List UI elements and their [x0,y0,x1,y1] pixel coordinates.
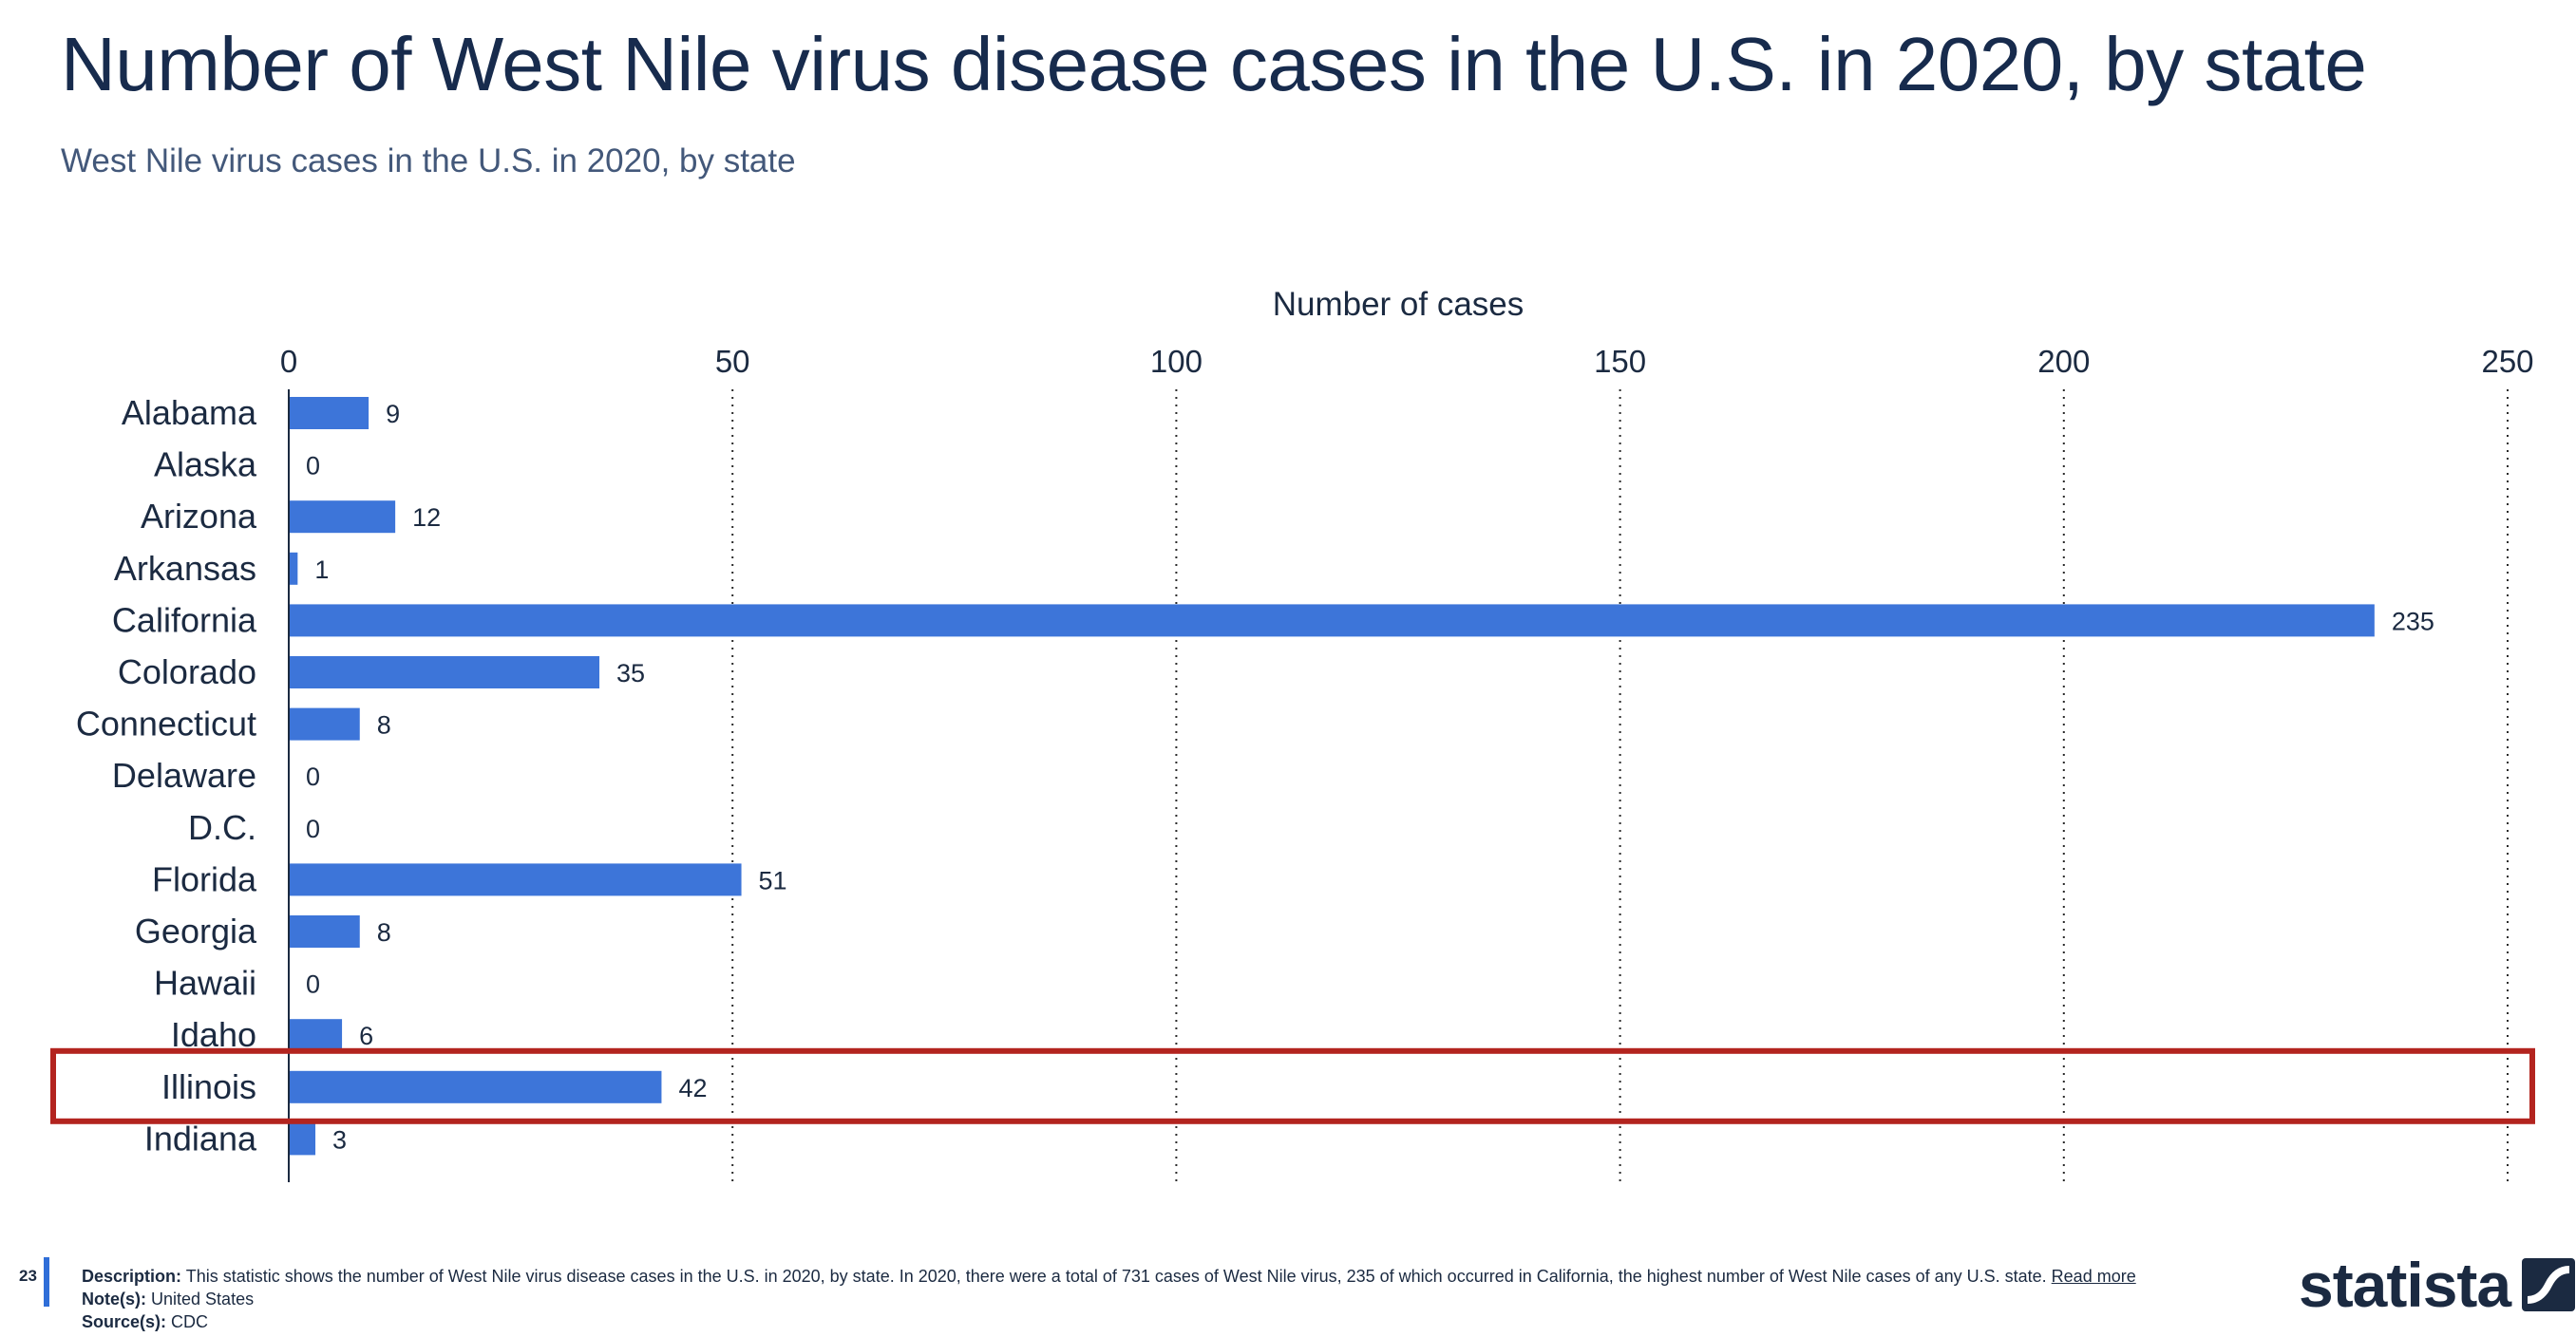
value-label: 35 [616,659,645,687]
category-label: Colorado [118,652,256,691]
value-label: 9 [386,400,400,428]
value-label: 0 [306,815,320,843]
bar [289,915,360,948]
value-label: 0 [306,970,320,999]
category-label: Connecticut [76,705,256,744]
page-number: 23 [19,1267,37,1285]
highlight-box [50,1047,2535,1124]
value-label: 1 [314,556,329,584]
bar-chart: Number of cases 0 50 100 150 200 250 Alabama 9… [50,286,2535,1182]
bar [289,863,742,896]
source-line: Source(s): CDC [82,1310,2190,1333]
page-title: Number of West Nile virus disease cases … [61,22,2367,106]
category-label: Alabama [122,393,257,432]
bar [289,1122,316,1156]
category-label: California [112,600,257,639]
statista-logo: statista [2299,1250,2576,1320]
logo-text: statista [2299,1250,2511,1320]
value-label: 3 [332,1125,347,1154]
grid-layer [731,389,2509,1182]
bar [289,500,396,534]
bar [289,1019,343,1052]
category-label: Arkansas [114,549,256,588]
footer-text: Description: This statistic shows the nu… [82,1265,2190,1333]
category-label: Delaware [112,756,256,795]
value-label: 235 [2392,607,2434,635]
value-label: 12 [412,503,441,532]
x-tick-label: 0 [280,344,297,379]
notes-text: United States [151,1290,255,1309]
category-label: Florida [152,859,257,898]
bar-layer [289,397,2375,1156]
description-text: This statistic shows the number of West … [185,1267,2047,1286]
category-label: D.C. [188,808,256,847]
footer-accent-bar [44,1257,49,1307]
x-tick-label: 250 [2481,344,2533,379]
x-axis-title: Number of cases [1273,286,1525,323]
category-label: Idaho [171,1015,256,1054]
value-label: 0 [306,763,320,791]
description-line: Description: This statistic shows the nu… [82,1265,2190,1288]
label-layer: Alabama 9 Alaska 0 Arizona 12 Arkansas 1 Califor… [76,393,2434,1158]
page-subtitle: West Nile virus cases in the U.S. in 202… [61,142,796,179]
value-label: 8 [377,918,391,947]
statista-logo-icon [2522,1258,2576,1311]
value-label: 51 [759,866,787,894]
tick-layer: 0 50 100 150 200 250 [280,344,2534,379]
bar [289,1070,662,1103]
value-label: 0 [306,452,320,480]
footer: 23 Description: This statistic shows the… [0,1253,2576,1337]
category-label: Georgia [135,912,257,951]
x-tick-label: 150 [1594,344,1646,379]
read-more-link[interactable]: Read more [2051,1267,2136,1286]
x-tick-label: 200 [2037,344,2090,379]
value-label: 42 [678,1074,707,1102]
category-label: Hawaii [154,964,256,1003]
category-label: Illinois [161,1067,256,1106]
category-label: Alaska [154,445,257,484]
description-label: Description: [82,1267,182,1286]
notes-label: Note(s): [82,1290,146,1309]
value-label: 6 [359,1022,373,1050]
bar [289,604,2375,637]
category-label: Indiana [144,1119,257,1158]
bar [289,707,360,741]
bar [289,656,600,688]
source-label: Source(s): [82,1312,167,1331]
category-label: Arizona [141,497,257,536]
source-text: CDC [171,1312,209,1331]
value-label: 8 [377,711,391,740]
bar [289,552,298,585]
x-tick-label: 50 [715,344,750,379]
bar [289,397,369,429]
x-tick-label: 100 [1150,344,1203,379]
notes-line: Note(s): United States [82,1288,2190,1310]
